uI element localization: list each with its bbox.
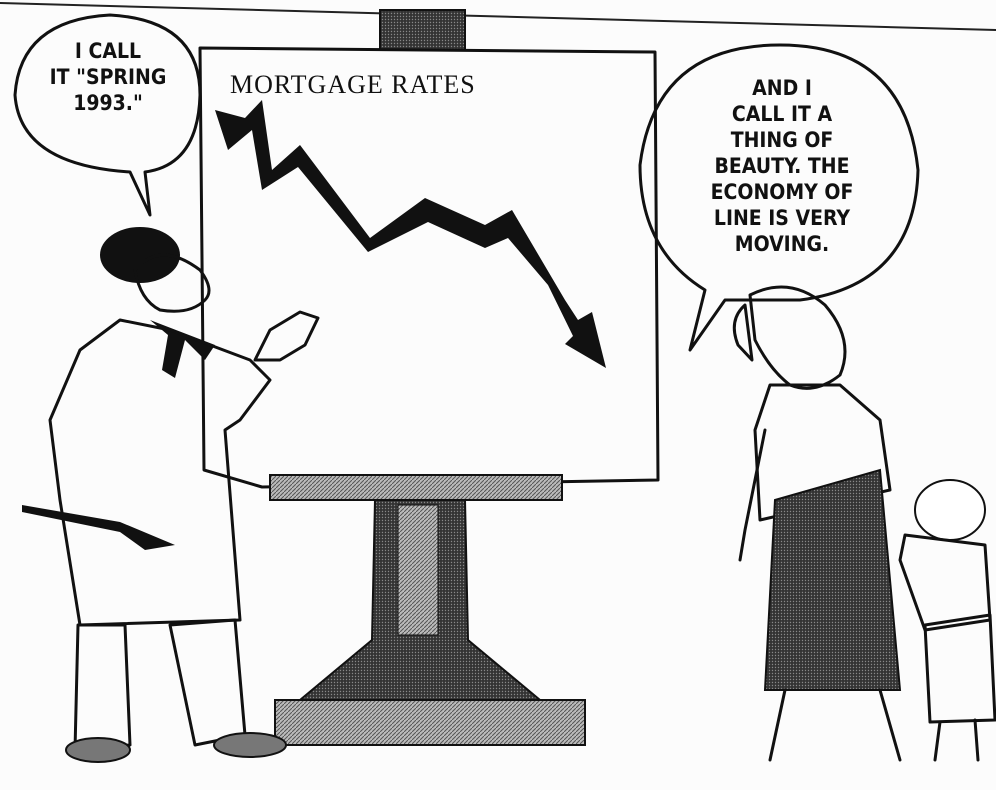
right-bubble-line: AND I — [752, 76, 812, 100]
right-bubble-line: MOVING. — [735, 232, 829, 256]
child-head — [915, 480, 985, 540]
easel-title: MORTGAGE RATES — [230, 70, 476, 99]
right-bubble-line: BEAUTY. THE — [714, 154, 849, 178]
left-bubble-line: 1993." — [73, 91, 143, 115]
woman-skirt — [765, 470, 900, 690]
easel-base — [275, 700, 585, 745]
board-clip — [380, 10, 465, 50]
right-bubble-line: LINE IS VERY — [714, 206, 850, 230]
pedestal-detail — [398, 505, 438, 635]
left-bubble-line: IT "SPRING — [50, 65, 167, 89]
artist-right-shoe — [214, 733, 286, 757]
left-bubble-line: I CALL — [75, 39, 141, 63]
right-bubble-line: CALL IT A — [732, 102, 833, 126]
page: Cartoon {"left_bubble": {"lines": ["I CA… — [0, 0, 996, 790]
easel-shelf — [270, 475, 562, 500]
right-bubble-line: THING OF — [731, 128, 834, 152]
body: MORTGAGE RATES I CALL IT "SPRING 1993." … — [0, 0, 996, 790]
artist-left-shoe — [66, 738, 130, 762]
cartoon: MORTGAGE RATES I CALL IT "SPRING 1993." … — [0, 0, 996, 790]
right-bubble-line: ECONOMY OF — [711, 180, 854, 204]
